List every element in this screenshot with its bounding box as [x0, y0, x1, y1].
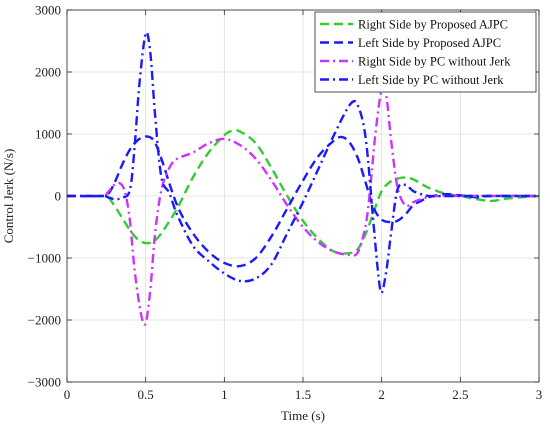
series-lines [66, 31, 540, 326]
x-axis-label: Time (s) [281, 408, 325, 423]
legend-label: Left Side by Proposed AJPC [358, 36, 501, 50]
y-tick-label: 2000 [35, 65, 61, 80]
legend-label: Right Side by PC without Jerk [358, 54, 511, 68]
series-line-2 [66, 135, 540, 268]
y-tick-label: 3000 [35, 3, 61, 18]
y-tick-label: 0 [55, 189, 62, 204]
legend: Right Side by Proposed AJPC Left Side by … [314, 11, 537, 93]
x-tick-label: 0.5 [138, 387, 154, 402]
x-tick-label: 1.5 [295, 387, 311, 402]
x-tick-label: 2 [378, 387, 385, 402]
x-tick-label: 3 [536, 387, 543, 402]
y-tick-label: −1000 [28, 251, 61, 266]
x-tick-label: 1 [221, 387, 228, 402]
y-tick-label: −3000 [28, 375, 61, 390]
axis-ticks: 0 0.5 1 1.5 2 2.5 3 −3000 −2000 −1000 0 1000 2000 300… [28, 3, 543, 403]
x-tick-label: 2.5 [452, 387, 468, 402]
legend-label: Right Side by Proposed AJPC [358, 17, 508, 31]
x-tick-label: 0 [64, 387, 71, 402]
series-line-1 [66, 129, 540, 255]
legend-box [314, 11, 537, 93]
legend-label: Left Side by PC without Jerk [358, 73, 504, 87]
y-axis-label: Control Jerk (N/s) [1, 149, 16, 244]
y-tick-label: 1000 [35, 127, 61, 142]
series-line-4 [66, 31, 539, 294]
series-line-3 [66, 85, 540, 326]
y-tick-label: −2000 [28, 313, 61, 328]
